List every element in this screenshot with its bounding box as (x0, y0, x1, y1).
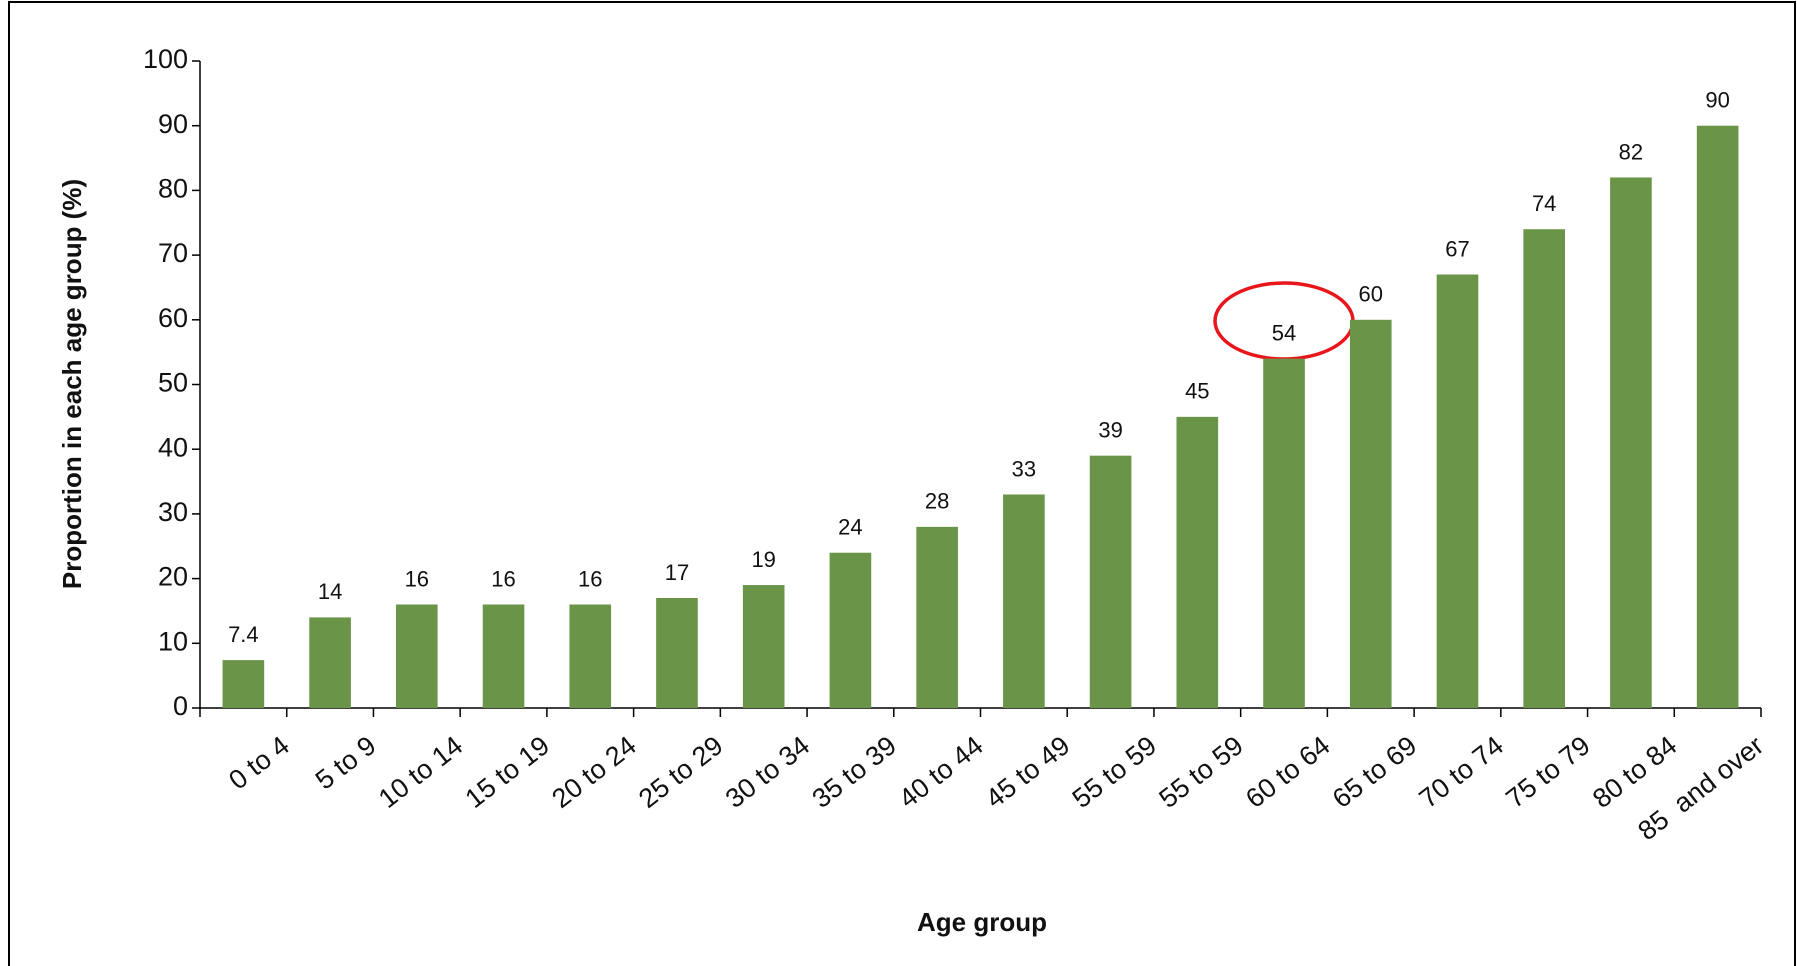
x-tick-label: 45 to 49 (980, 730, 1075, 814)
data-label: 7.4 (228, 622, 259, 647)
bar (1610, 177, 1652, 708)
data-label: 17 (665, 560, 689, 585)
y-tick-label: 90 (158, 109, 188, 139)
y-tick-label: 70 (158, 238, 188, 268)
x-tick-label: 75 to 79 (1500, 730, 1595, 814)
bar (1176, 416, 1219, 708)
data-label: 74 (1532, 191, 1556, 216)
bar (309, 617, 351, 708)
x-tick-label: 40 to 44 (893, 730, 988, 814)
y-tick-label: 50 (158, 368, 188, 398)
bar (1089, 455, 1132, 708)
data-label: 14 (318, 579, 342, 604)
y-tick-label: 80 (158, 174, 188, 204)
x-axis-title: Age group (917, 907, 1047, 937)
bar (395, 604, 438, 708)
bar (1696, 125, 1739, 708)
data-label: 24 (838, 515, 862, 540)
x-tick-label: 70 to 74 (1414, 730, 1509, 814)
bar (1263, 358, 1305, 708)
x-tick-label: 5 to 9 (310, 730, 382, 795)
x-tick-label: 20 to 24 (546, 730, 641, 814)
bar (1003, 494, 1045, 708)
y-tick-label: 0 (173, 691, 188, 721)
y-tick-label: 10 (158, 626, 188, 656)
data-label: 60 (1359, 282, 1383, 307)
bar (1436, 274, 1479, 708)
bar (1349, 319, 1392, 708)
data-label: 82 (1619, 139, 1643, 164)
data-label: 45 (1185, 379, 1209, 404)
data-label: 67 (1445, 236, 1469, 261)
bar (482, 604, 525, 708)
bar (829, 552, 872, 708)
x-tick-label: 25 to 29 (633, 730, 728, 814)
y-tick-label: 100 (143, 44, 188, 74)
y-tick-label: 60 (158, 303, 188, 333)
data-label: 39 (1098, 417, 1122, 442)
x-tick-label: 35 to 39 (807, 730, 902, 814)
data-label: 28 (925, 489, 949, 514)
x-tick-label: 10 to 14 (373, 730, 468, 814)
x-tick-label: 55 to 59 (1153, 730, 1248, 814)
y-tick-label: 40 (158, 432, 188, 462)
data-label: 19 (751, 547, 775, 572)
bar (222, 660, 265, 708)
frame (8, 1, 1796, 966)
x-tick-label: 15 to 19 (460, 730, 555, 814)
x-tick-label: 0 to 4 (223, 730, 295, 795)
y-tick-label: 20 (158, 562, 188, 592)
data-label: 16 (491, 566, 515, 591)
x-tick-label: 30 to 34 (720, 730, 815, 814)
bar (742, 585, 785, 708)
bar (916, 526, 958, 708)
x-tick-label: 65 to 69 (1327, 730, 1422, 814)
y-tick-label: 30 (158, 497, 188, 527)
x-tick-label: 60 to 64 (1240, 730, 1335, 814)
data-label: 33 (1012, 456, 1036, 481)
data-label: 16 (578, 566, 602, 591)
x-tick-label: 55 to 59 (1067, 730, 1162, 814)
data-label: 16 (405, 566, 429, 591)
y-axis-title: Proportion in each age group (%) (57, 179, 87, 589)
data-label: 90 (1705, 88, 1729, 113)
bar (569, 604, 612, 708)
data-label: 54 (1272, 320, 1296, 345)
bar (1523, 229, 1566, 708)
bar (656, 598, 698, 708)
